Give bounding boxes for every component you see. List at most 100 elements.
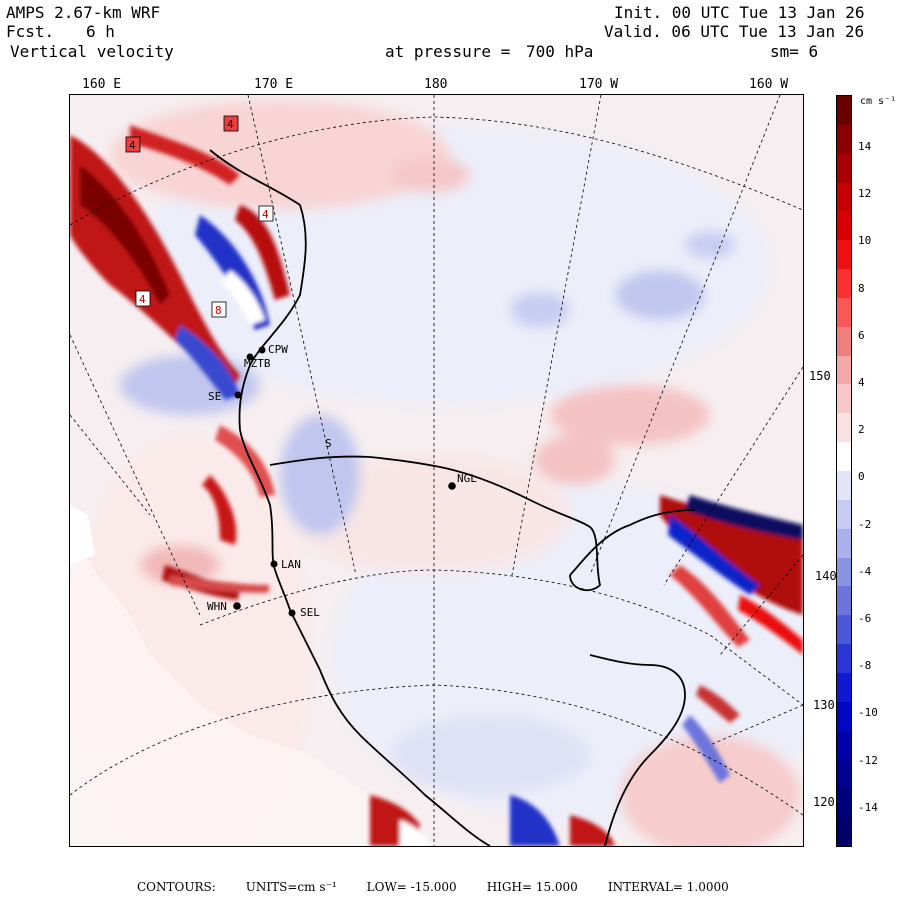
meridian-170e: [247, 95, 357, 576]
svg-text:4: 4: [227, 118, 234, 131]
footer-low: LOW= -15.000: [366, 880, 457, 894]
svg-text:8: 8: [215, 304, 222, 317]
colorbar-segment: [837, 211, 851, 241]
colorbar: [836, 95, 852, 847]
station-sel-label: SEL: [300, 606, 320, 619]
station-lan-marker: [270, 560, 278, 568]
station-ngl-marker: [448, 482, 456, 490]
colorbar-tick: -10: [858, 706, 878, 720]
station-ngl-label: NGL: [457, 472, 477, 485]
station-s-label: S: [325, 437, 332, 450]
colorbar-segment: [837, 442, 851, 472]
colorbar-segment: [837, 355, 851, 385]
field-white-patch: [70, 505, 95, 565]
colorbar-tick: -8: [858, 659, 872, 673]
field-white-area: [70, 515, 390, 846]
colorbar-segment: [837, 672, 851, 703]
svg-text:4: 4: [262, 208, 269, 221]
colorbar-tick: -4: [858, 564, 872, 578]
colorbar-segment: [837, 326, 851, 357]
colorbar-segment: [837, 817, 851, 847]
station-mztb-label: MZTB: [244, 357, 271, 370]
station-se-label: SE: [208, 390, 221, 403]
parallel-north: [70, 116, 803, 226]
colorbar-segment: [837, 615, 851, 645]
colorbar-tick: 6: [858, 328, 865, 342]
colorbar-tick: 10: [858, 234, 872, 248]
meridian-150w: [663, 366, 803, 586]
colorbar-segment: [837, 701, 851, 732]
colorbar-tick: -6: [858, 612, 872, 625]
station-lan-label: LAN: [281, 558, 301, 571]
colorbar-segment: [837, 153, 851, 184]
station-se-marker: [234, 391, 242, 399]
mountain-convection-west: [70, 125, 290, 600]
valid-time: Valid. 06 UTC Tue 13 Jan 26: [604, 22, 865, 41]
colorbar-segment: [837, 557, 851, 587]
colorbar-tick: -14: [858, 800, 878, 814]
model-title: AMPS 2.67-km WRF: [6, 3, 161, 22]
colorbar-tick: 2: [858, 423, 865, 437]
footer-interval: INTERVAL= 1.0000: [607, 880, 729, 894]
meridian-160w: [589, 95, 781, 576]
colorbar-segment: [837, 471, 851, 501]
field-name: Vertical velocity: [10, 42, 174, 61]
map-panel: 4 4 4 4 8: [69, 94, 804, 847]
max-markers: 4 4 4 4 8: [125, 115, 274, 318]
station-sel-marker: [288, 609, 296, 617]
lon-label-170e: 170 E: [254, 77, 294, 92]
colorbar-segment: [837, 413, 851, 443]
init-time: Init. 00 UTC Tue 13 Jan 26: [614, 3, 865, 22]
colorbar-segment: [837, 586, 851, 616]
parallel-south: [70, 684, 803, 816]
colorbar-segment: [837, 96, 851, 126]
colorbar-segment: [837, 269, 851, 299]
station-cpw-label: CPW: [268, 343, 288, 356]
graticule: [70, 95, 803, 846]
forecast-hours: 6 h: [86, 22, 115, 41]
colorbar-segment: [837, 297, 851, 328]
footer-contours: CONTOURS:: [137, 880, 216, 894]
colorbar-unit: cm s⁻¹: [860, 96, 897, 107]
station-cpw-marker: [258, 346, 266, 354]
colorbar-tick: 4: [858, 376, 865, 389]
forecast-label: Fcst.: [6, 22, 55, 41]
colorbar-segment: [837, 788, 851, 818]
stations: CPW MZTB SE S NGL LAN WHN SEL: [207, 343, 477, 619]
map-canvas: 4 4 4 4 8: [70, 95, 803, 846]
colorbar-segment: [837, 240, 851, 270]
lon-label-170w: 170 W: [579, 77, 619, 92]
mountain-convection-south: [370, 795, 615, 846]
station-whn-label: WHN: [207, 600, 227, 613]
meridian-140w: [719, 554, 803, 656]
pressure-value: 700 hPa: [526, 42, 594, 61]
station-whn-marker: [233, 602, 241, 610]
colorbar-tick: -2: [858, 517, 872, 531]
lon-label-160e: 160 E: [82, 77, 122, 92]
footer: CONTOURS: UNITS=cm s⁻¹ LOW= -15.000 HIGH= 1…: [137, 880, 759, 894]
meridian-130w: [709, 704, 803, 746]
colorbar-segment: [837, 384, 851, 414]
colorbar-tick: 8: [858, 281, 865, 295]
lon-label-160w: 160 W: [749, 77, 789, 92]
smoothing: sm= 6: [770, 42, 819, 61]
colorbar-segment: [837, 644, 851, 674]
colorbar-tick: 14: [858, 140, 872, 153]
coastline: [209, 149, 696, 846]
colorbar-tick: 12: [858, 187, 872, 201]
footer-units: UNITS=cm s⁻¹: [245, 880, 337, 894]
lon-label-180: 180: [424, 77, 448, 92]
colorbar-segment: [837, 528, 851, 559]
colorbar-segment: [837, 730, 851, 760]
colorbar-tick: -12: [858, 753, 878, 767]
svg-text:4: 4: [139, 293, 146, 306]
svg-text:4: 4: [129, 139, 136, 152]
colorbar-segment: [837, 759, 851, 789]
pressure-label: at pressure =: [385, 42, 511, 61]
footer-high: HIGH= 15.000: [486, 880, 578, 894]
colorbar-segment: [837, 182, 851, 212]
colorbar-segment: [837, 499, 851, 530]
colorbar-tick: 0: [858, 470, 865, 484]
station-mztb-marker: [246, 353, 254, 361]
colorbar-segment: [837, 124, 851, 155]
